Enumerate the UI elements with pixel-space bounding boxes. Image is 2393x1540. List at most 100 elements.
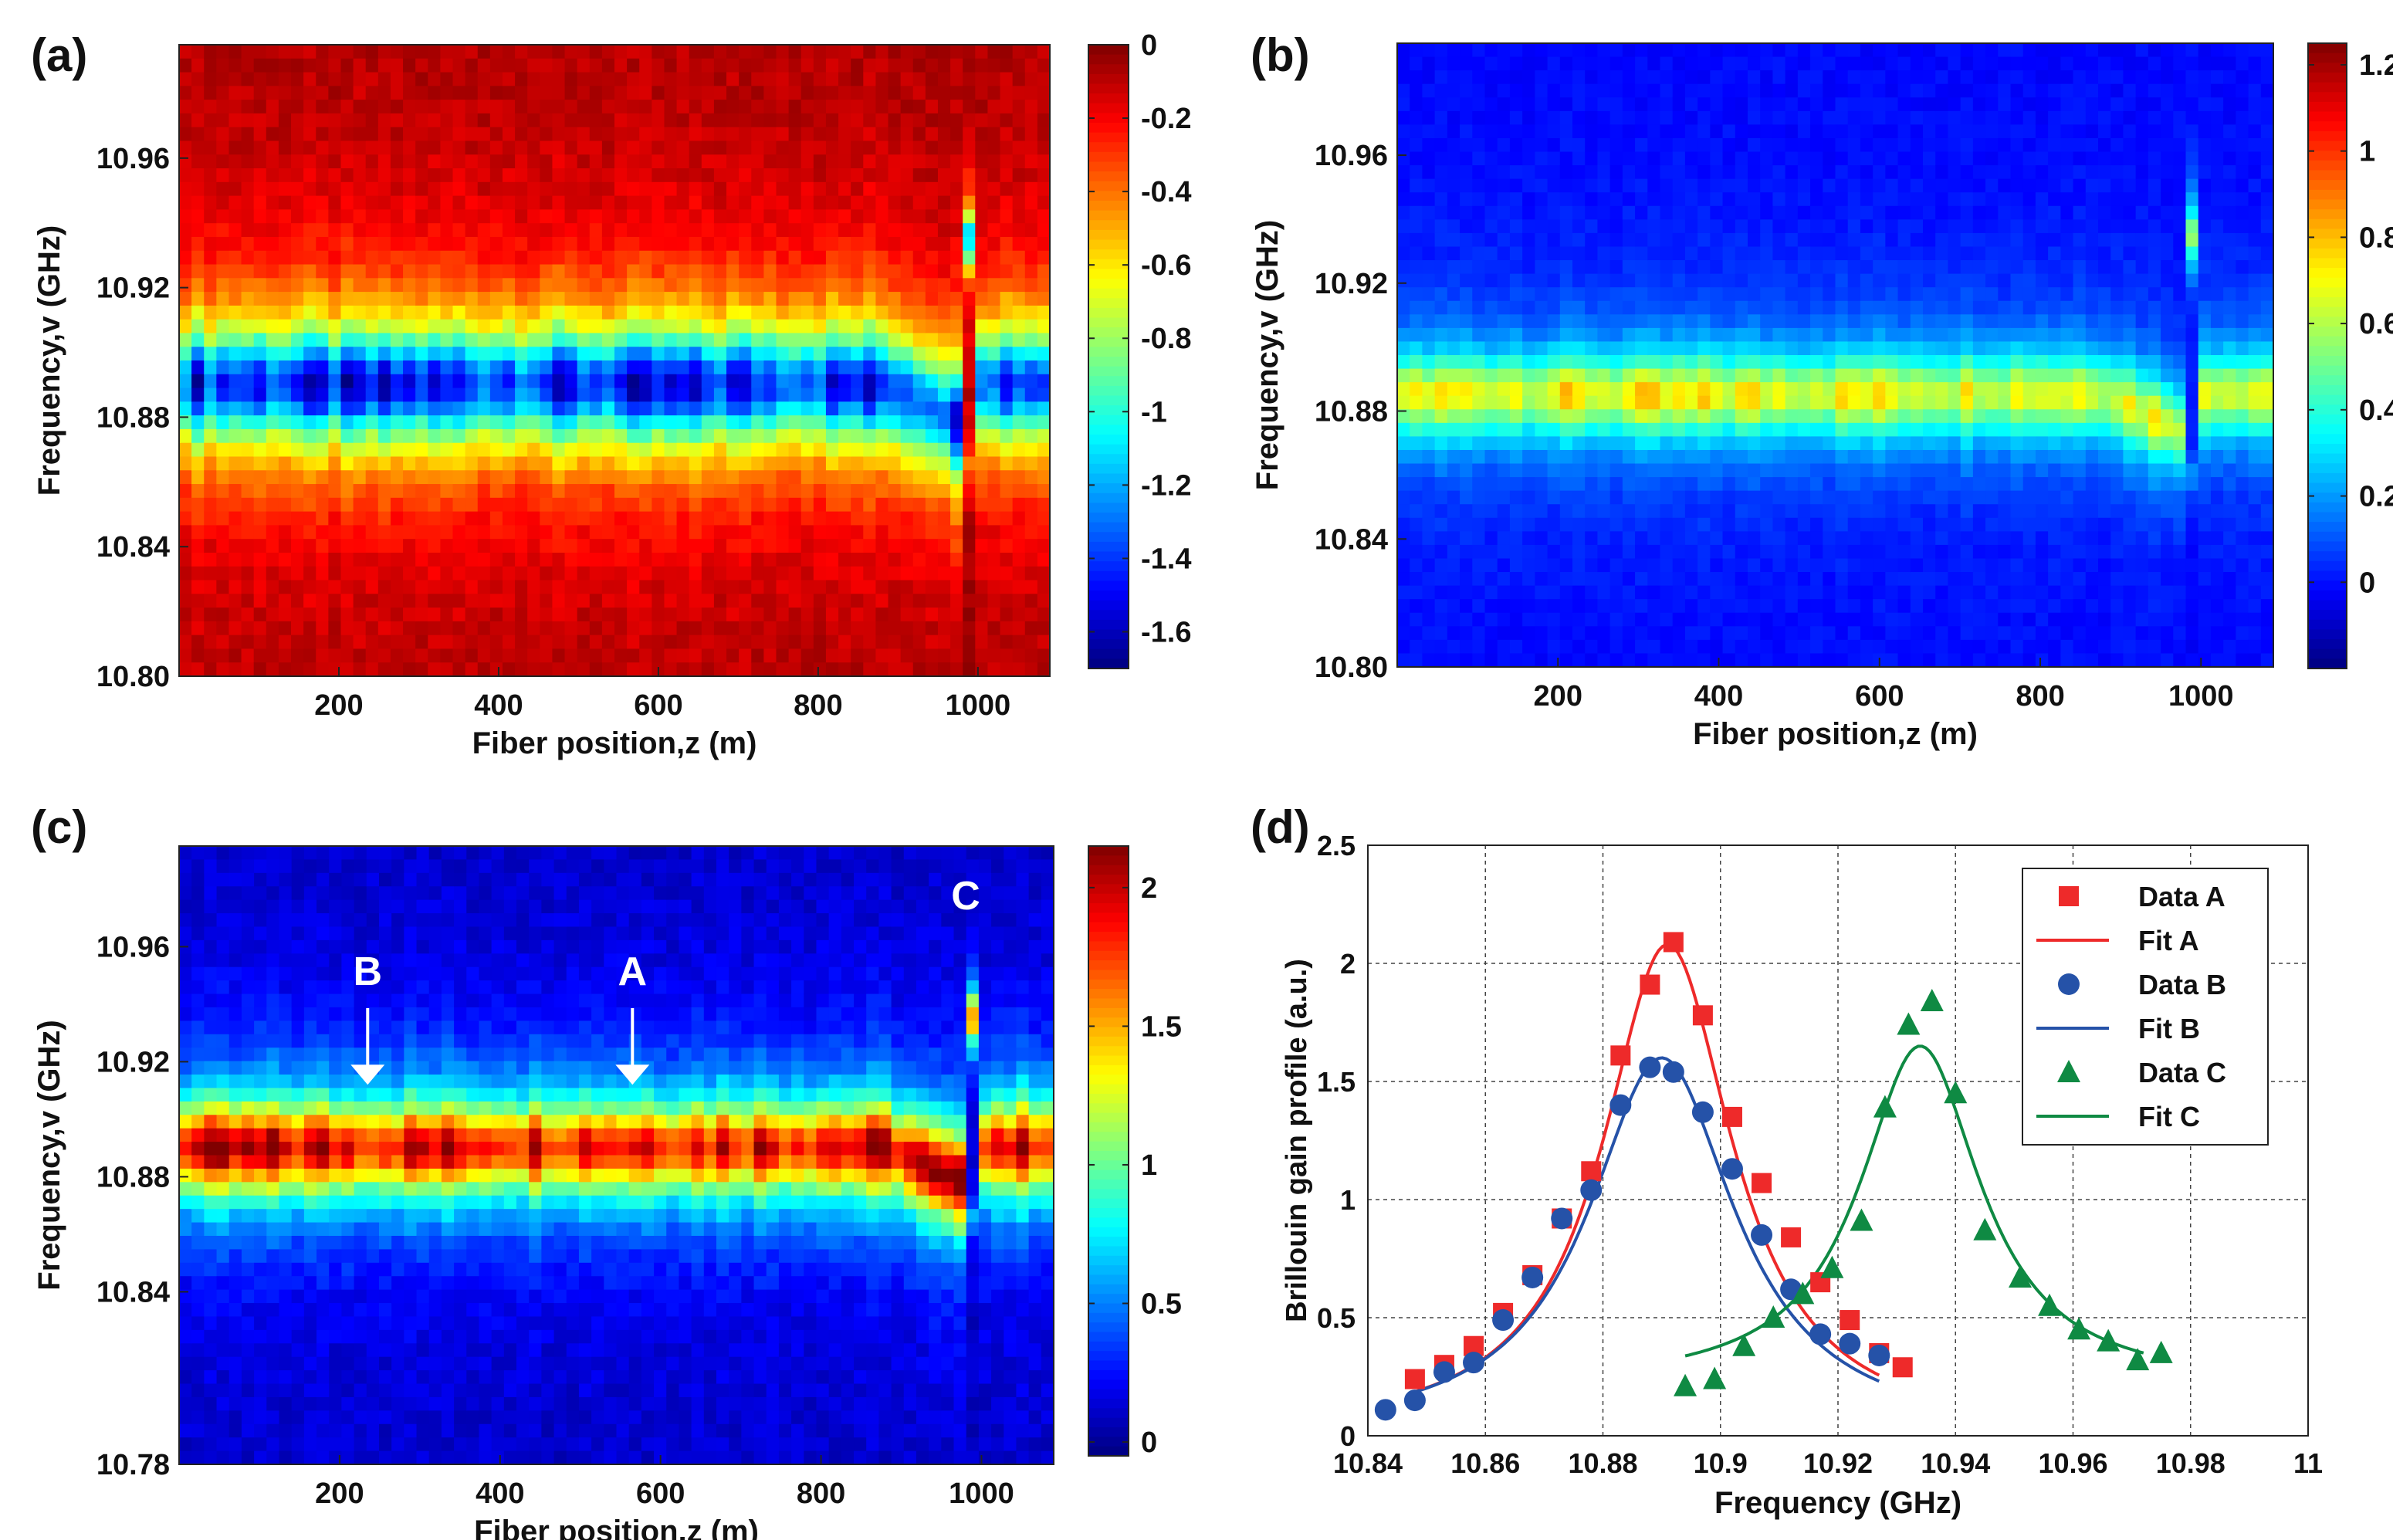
heatmap-cell bbox=[1785, 151, 1799, 166]
heatmap-cell bbox=[191, 360, 205, 375]
heatmap-cell bbox=[266, 333, 279, 347]
colorbar-segment bbox=[1088, 220, 1129, 231]
heatmap-cell bbox=[577, 428, 591, 444]
heatmap-cell bbox=[652, 594, 665, 608]
heatmap-cell bbox=[975, 86, 989, 100]
heatmap-cell bbox=[713, 635, 727, 650]
heatmap-cell bbox=[1472, 56, 1486, 71]
heatmap-cell bbox=[739, 319, 752, 334]
heatmap-cell bbox=[403, 347, 416, 361]
heatmap-cell bbox=[303, 511, 316, 526]
heatmap-cell bbox=[975, 168, 989, 183]
heatmap-cell bbox=[1585, 517, 1599, 532]
heatmap-cell bbox=[1710, 599, 1724, 614]
heatmap-cell bbox=[477, 648, 491, 663]
heatmap-cell bbox=[664, 594, 678, 608]
heatmap-cell bbox=[900, 347, 914, 361]
heatmap-cell bbox=[291, 388, 304, 402]
heatmap-cell bbox=[900, 100, 914, 114]
heatmap-cell bbox=[303, 621, 316, 636]
heatmap-cell bbox=[241, 250, 255, 266]
heatmap-cell bbox=[1535, 97, 1549, 112]
heatmap-cell bbox=[377, 113, 391, 128]
heatmap-cell bbox=[614, 401, 628, 416]
heatmap-cell bbox=[788, 552, 802, 567]
heatmap-cell bbox=[701, 608, 715, 622]
heatmap-cell bbox=[950, 648, 963, 663]
heatmap-cell bbox=[465, 662, 479, 677]
heatmap-cell bbox=[1535, 449, 1549, 465]
heatmap-cell bbox=[489, 278, 503, 293]
heatmap-cell bbox=[540, 388, 553, 402]
heatmap-cell bbox=[415, 292, 428, 306]
heatmap-cell bbox=[1785, 327, 1799, 343]
heatmap-cell bbox=[1024, 45, 1038, 59]
heatmap-cell bbox=[527, 594, 540, 608]
heatmap-cell bbox=[353, 456, 367, 471]
heatmap-cell bbox=[1397, 341, 1410, 356]
colorbar-segment bbox=[1088, 142, 1129, 153]
heatmap-cell bbox=[1422, 531, 1436, 546]
heatmap-cell bbox=[428, 347, 441, 361]
heatmap-cell bbox=[763, 223, 777, 238]
heatmap-cell bbox=[564, 648, 578, 663]
heatmap-cell bbox=[428, 552, 441, 567]
heatmap-cell bbox=[1585, 260, 1599, 275]
heatmap-cell bbox=[963, 648, 976, 663]
heatmap-cell bbox=[1835, 409, 1849, 424]
heatmap-cell bbox=[1772, 273, 1786, 288]
heatmap-cell bbox=[465, 319, 479, 334]
heatmap-cell bbox=[751, 319, 764, 334]
heatmap-cell bbox=[1684, 504, 1698, 519]
heatmap-cell bbox=[1559, 70, 1573, 85]
heatmap-cell bbox=[1785, 137, 1799, 153]
heatmap-cell bbox=[950, 264, 963, 279]
heatmap-cell bbox=[1559, 490, 1573, 505]
heatmap-cell bbox=[614, 442, 628, 458]
heatmap-cell bbox=[515, 264, 528, 279]
heatmap-cell bbox=[776, 608, 790, 622]
heatmap-cell bbox=[465, 181, 479, 197]
heatmap-cell bbox=[316, 388, 329, 402]
heatmap-cell bbox=[440, 648, 454, 663]
heatmap-cell bbox=[577, 594, 591, 608]
heatmap-cell bbox=[452, 374, 466, 389]
heatmap-cell bbox=[515, 45, 528, 59]
heatmap-cell bbox=[489, 442, 503, 458]
heatmap-cell bbox=[428, 140, 441, 155]
heatmap-cell bbox=[1697, 382, 1711, 397]
heatmap-cell bbox=[639, 333, 652, 347]
heatmap-cell bbox=[1609, 56, 1623, 71]
heatmap-cell bbox=[1823, 341, 1836, 356]
heatmap-cell bbox=[179, 195, 192, 210]
heatmap-cell bbox=[377, 388, 391, 402]
heatmap-cell bbox=[1397, 192, 1410, 207]
heatmap-cell bbox=[838, 635, 851, 650]
heatmap-cell bbox=[1622, 300, 1636, 315]
heatmap-cell bbox=[1472, 463, 1486, 478]
heatmap-cell bbox=[515, 662, 528, 677]
heatmap-cell bbox=[614, 484, 628, 499]
heatmap-cell bbox=[1735, 653, 1748, 668]
heatmap-cell bbox=[1547, 422, 1561, 437]
heatmap-cell bbox=[403, 236, 416, 252]
heatmap-cell bbox=[1684, 260, 1698, 275]
colorbar-segment bbox=[1088, 123, 1129, 134]
heatmap-cell bbox=[937, 250, 951, 266]
heatmap-cell bbox=[601, 100, 615, 114]
heatmap-cell bbox=[652, 621, 665, 636]
heatmap-cell bbox=[564, 278, 578, 293]
heatmap-cell bbox=[726, 456, 740, 471]
heatmap-cell bbox=[204, 113, 217, 128]
heatmap-cell bbox=[1722, 449, 1736, 465]
heatmap-cell bbox=[900, 594, 914, 608]
heatmap-cell bbox=[838, 181, 851, 197]
heatmap-cell bbox=[489, 539, 503, 553]
heatmap-cell bbox=[1635, 626, 1648, 641]
heatmap-cell bbox=[1622, 327, 1636, 343]
heatmap-cell bbox=[1647, 260, 1661, 275]
heatmap-cell bbox=[701, 484, 715, 499]
heatmap-cell bbox=[477, 594, 491, 608]
heatmap-cell bbox=[739, 140, 752, 155]
heatmap-cell bbox=[204, 594, 217, 608]
